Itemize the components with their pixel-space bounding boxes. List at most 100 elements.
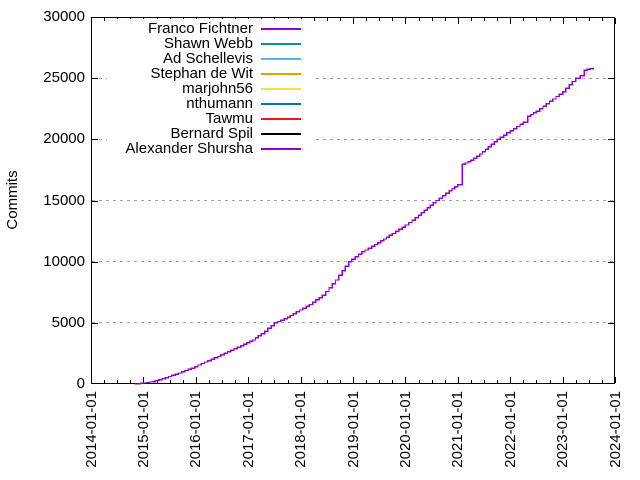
y-tick-label: 15000: [43, 191, 85, 209]
y-tick-label: 25000: [43, 69, 85, 87]
gridline: [92, 77, 614, 79]
series-line-franco-fichtner: [134, 67, 594, 385]
x-tick-label: 2015-01-01: [134, 391, 152, 468]
x-tick-mark: [457, 377, 459, 383]
x-minor-tick-mark: [536, 18, 538, 21]
x-minor-tick-mark: [484, 380, 485, 383]
x-tick-mark: [405, 377, 407, 383]
legend-item: Alexander Shursha: [107, 141, 312, 156]
y-tick-label: 30000: [43, 8, 85, 25]
x-minor-tick-mark: [379, 380, 381, 383]
x-tick-mark: [143, 377, 145, 383]
y-tick-mark: [92, 139, 98, 141]
legend-item: Tawmu: [107, 111, 312, 126]
x-minor-tick-mark: [392, 18, 394, 21]
x-tick-mark: [615, 18, 616, 24]
x-minor-tick-mark: [601, 380, 603, 383]
x-minor-tick-mark: [392, 380, 394, 383]
x-minor-tick-mark: [497, 380, 499, 383]
x-tick-mark: [510, 377, 512, 383]
y-tick-mark: [608, 200, 614, 202]
legend-color-sample: [261, 117, 301, 120]
x-minor-tick-mark: [261, 380, 263, 383]
x-tick-label: 2022-01-01: [501, 391, 519, 468]
x-minor-tick-mark: [588, 18, 590, 21]
y-tick-mark: [92, 261, 98, 263]
x-tick-label: 2018-01-01: [292, 391, 310, 468]
series-curves: [134, 67, 594, 385]
x-minor-tick-mark: [575, 380, 577, 383]
legend-color-sample: [261, 72, 301, 75]
x-minor-tick-mark: [339, 18, 341, 21]
legend-item-label: Shawn Webb: [164, 35, 253, 52]
x-minor-tick-mark: [326, 18, 328, 21]
x-minor-tick-mark: [326, 380, 328, 383]
x-minor-tick-mark: [169, 380, 171, 383]
legend-color-sample: [261, 27, 301, 30]
x-tick-mark: [457, 18, 459, 24]
x-minor-tick-mark: [366, 18, 368, 21]
legend-item-label: nthumann: [186, 95, 253, 112]
gridline: [92, 138, 614, 140]
legend-item: Bernard Spil: [107, 126, 312, 141]
legend-item: Franco Fichtner: [107, 21, 312, 36]
y-tick-label: 20000: [43, 130, 85, 148]
x-minor-tick-mark: [156, 380, 158, 383]
gridline: [92, 322, 614, 324]
x-minor-tick-mark: [130, 380, 132, 383]
x-tick-label: 2014-01-01: [82, 391, 100, 468]
x-tick-label: 2021-01-01: [449, 391, 467, 468]
legend-item: Ad Schellevis: [107, 51, 312, 66]
x-minor-tick-mark: [104, 18, 106, 21]
gridline: [92, 200, 614, 201]
x-minor-tick-mark: [313, 18, 315, 21]
x-minor-tick-mark: [470, 380, 472, 383]
x-minor-tick-mark: [379, 18, 381, 21]
legend-item: Shawn Webb: [107, 36, 312, 51]
x-minor-tick-mark: [470, 18, 472, 21]
y-tick-mark: [608, 322, 614, 324]
legend-item-label: Franco Fichtner: [147, 20, 253, 37]
y-tick-mark: [92, 322, 98, 324]
x-minor-tick-mark: [208, 380, 210, 383]
x-minor-tick-mark: [444, 18, 446, 21]
legend-color-sample: [261, 132, 301, 135]
x-minor-tick-mark: [549, 18, 551, 21]
x-minor-tick-mark: [536, 380, 538, 383]
x-minor-tick-mark: [104, 380, 106, 383]
legend-item-label: Bernard Spil: [170, 125, 253, 142]
x-tick-label: 2023-01-01: [554, 391, 572, 468]
x-minor-tick-mark: [444, 380, 446, 383]
x-minor-tick-mark: [523, 18, 525, 21]
legend-item: nthumann: [107, 96, 312, 111]
y-tick-label: 5000: [51, 313, 85, 331]
x-minor-tick-mark: [339, 380, 341, 383]
legend-color-sample: [261, 87, 301, 90]
legend-color-sample: [261, 42, 301, 45]
x-minor-tick-mark: [601, 18, 603, 21]
x-minor-tick-mark: [431, 18, 433, 21]
legend-color-sample: [261, 102, 301, 105]
x-minor-tick-mark: [182, 380, 184, 383]
x-minor-tick-mark: [588, 380, 590, 383]
x-tick-mark: [195, 377, 197, 383]
x-tick-label: 2019-01-01: [344, 391, 362, 468]
x-minor-tick-mark: [431, 380, 433, 383]
legend-color-sample: [261, 57, 301, 60]
x-minor-tick-mark: [418, 18, 420, 21]
x-tick-mark: [248, 377, 250, 383]
x-minor-tick-mark: [287, 380, 289, 383]
y-tick-label: 10000: [43, 252, 85, 270]
y-tick-mark: [92, 200, 98, 202]
x-tick-label: 2020-01-01: [396, 391, 414, 468]
x-tick-mark: [562, 377, 564, 383]
x-tick-mark: [562, 18, 564, 24]
x-minor-tick-mark: [117, 380, 119, 383]
legend-item: Stephan de Wit: [107, 66, 312, 81]
x-minor-tick-mark: [484, 18, 485, 21]
legend-item: marjohn56: [107, 81, 312, 96]
legend-color-sample: [261, 147, 301, 150]
legend-item-label: Alexander Shursha: [125, 140, 253, 157]
x-minor-tick-mark: [366, 380, 368, 383]
